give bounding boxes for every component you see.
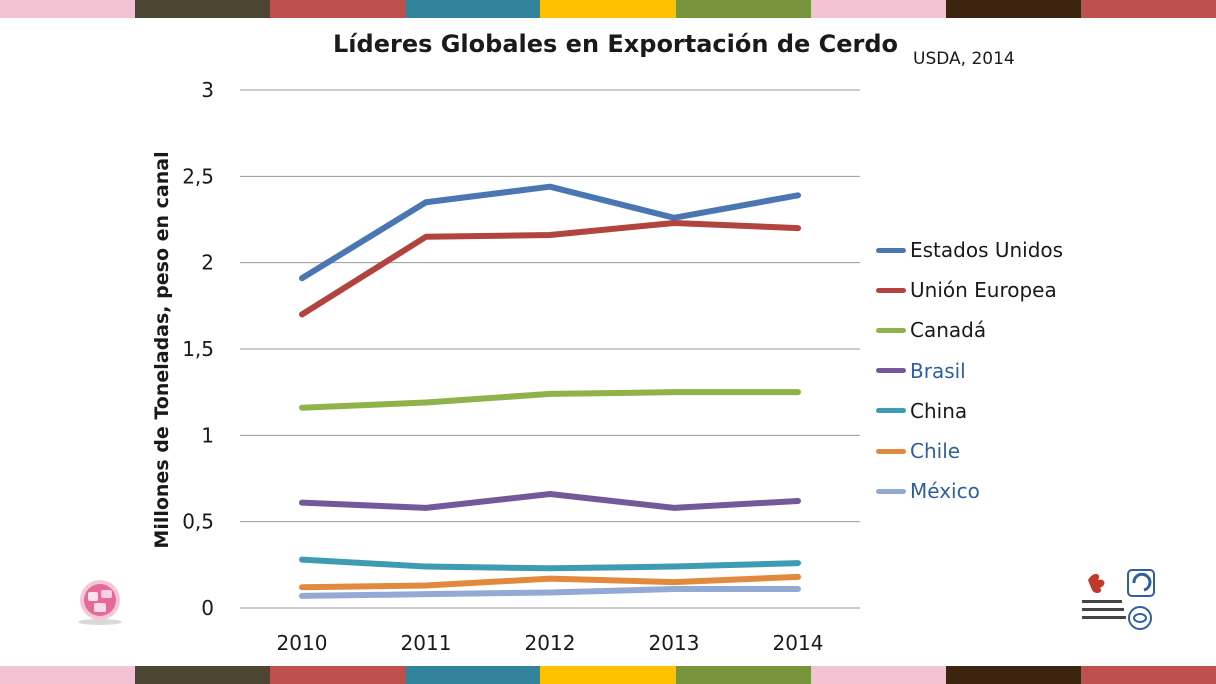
legend-item: Estados Unidos xyxy=(876,230,1063,270)
legend-swatch xyxy=(876,408,906,414)
legend-swatch xyxy=(876,247,906,253)
series-line xyxy=(299,183,801,282)
series-line xyxy=(299,586,801,599)
stripe-block xyxy=(0,666,136,684)
x-tick-labels: 2010 2011 2012 2013 2014 xyxy=(277,631,824,655)
stripe-block xyxy=(810,666,946,684)
stripe-block xyxy=(405,666,541,684)
x-tick-label: 2014 xyxy=(773,631,824,655)
stripe-block xyxy=(1080,0,1216,18)
stripe-block xyxy=(540,666,676,684)
y-tick-label: 0 xyxy=(201,596,214,620)
stripe-block xyxy=(135,0,271,18)
legend-label: México xyxy=(910,479,980,504)
chart-title: Líderes Globales en Exportación de Cerdo xyxy=(333,30,899,58)
series-line xyxy=(299,491,801,511)
legend-label: China xyxy=(910,398,968,423)
y-tick-label: 0,5 xyxy=(182,510,214,534)
grid-lines xyxy=(240,89,860,609)
association-logo-icon xyxy=(1082,569,1155,630)
y-tick-label: 3 xyxy=(201,78,214,102)
x-tick-label: 2012 xyxy=(525,631,576,655)
y-axis-label: Millones de Toneladas, peso en canal xyxy=(151,151,173,549)
stripe-block xyxy=(945,666,1081,684)
y-tick-label: 2 xyxy=(201,251,214,275)
legend-item: China xyxy=(876,391,1063,431)
stripe-block xyxy=(270,666,406,684)
legend-item: Brasil xyxy=(876,351,1063,391)
chart-legend: Estados Unidos Unión Europea Canadá Brasil C… xyxy=(876,230,1063,511)
x-tick-label: 2010 xyxy=(277,631,328,655)
legend-label: Brasil xyxy=(910,358,966,383)
stripe-block xyxy=(270,0,406,18)
legend-swatch xyxy=(876,448,906,454)
stripe-block xyxy=(675,0,811,18)
x-tick-label: 2013 xyxy=(649,631,700,655)
bottom-color-stripe xyxy=(0,666,1216,684)
legend-item: Canadá xyxy=(876,310,1063,350)
series-line xyxy=(299,556,801,572)
legend-swatch xyxy=(876,287,906,293)
legend-swatch xyxy=(876,368,906,374)
stripe-block xyxy=(945,0,1081,18)
x-tick-label: 2011 xyxy=(401,631,452,655)
slide-frame xyxy=(128,18,1088,666)
series-lines xyxy=(299,183,801,599)
legend-swatch xyxy=(876,488,906,494)
stripe-block xyxy=(0,0,136,18)
series-line xyxy=(299,219,801,318)
stripe-block xyxy=(675,666,811,684)
source-note: USDA, 2014 xyxy=(913,49,1015,69)
legend-item: Unión Europea xyxy=(876,270,1063,310)
stripe-block xyxy=(540,0,676,18)
pig-logo-icon xyxy=(78,580,122,625)
legend-label: Canadá xyxy=(910,318,987,343)
y-tick-label: 2,5 xyxy=(182,164,214,188)
legend-label: Unión Europea xyxy=(910,278,1057,303)
legend-label: Estados Unidos xyxy=(910,238,1064,263)
legend-swatch xyxy=(876,327,906,333)
y-tick-label: 1,5 xyxy=(182,337,214,361)
stripe-block xyxy=(405,0,541,18)
legend-item: México xyxy=(876,471,1063,511)
y-tick-label: 1 xyxy=(201,423,214,447)
series-line xyxy=(299,389,801,411)
stripe-block xyxy=(810,0,946,18)
top-color-stripe xyxy=(0,0,1216,18)
stripe-block xyxy=(135,666,271,684)
stripe-block xyxy=(1080,666,1216,684)
series-line xyxy=(299,573,801,591)
legend-item: Chile xyxy=(876,431,1063,471)
legend-label: Chile xyxy=(910,439,961,464)
y-tick-labels: 0 0,5 1 1,5 2 2,5 3 xyxy=(182,78,214,620)
